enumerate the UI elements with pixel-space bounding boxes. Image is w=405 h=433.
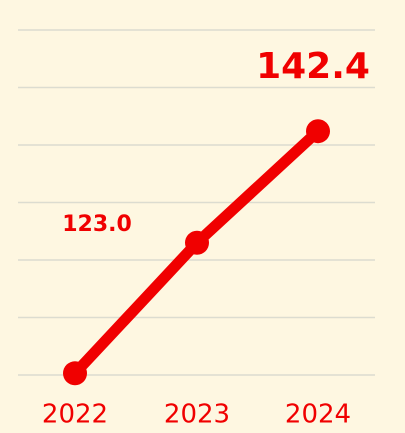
data-point bbox=[63, 361, 87, 386]
data-point bbox=[306, 119, 330, 144]
value-label: 142.4 bbox=[256, 46, 370, 87]
x-tick-label: 2023 bbox=[164, 400, 230, 430]
x-tick-label: 2022 bbox=[42, 400, 108, 430]
value-label: 123.0 bbox=[62, 212, 132, 237]
data-point bbox=[185, 230, 209, 255]
x-tick-label: 2024 bbox=[285, 400, 351, 430]
